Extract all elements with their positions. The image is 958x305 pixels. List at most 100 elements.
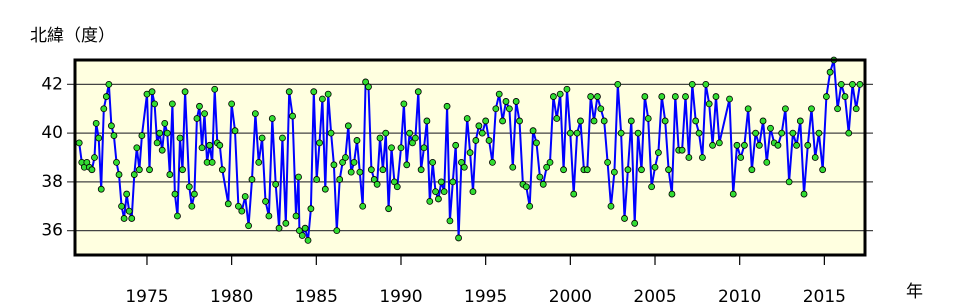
data-point (437, 178, 445, 186)
data-point (489, 158, 496, 166)
data-point (668, 190, 676, 198)
data-point (529, 127, 537, 135)
data-point (321, 185, 329, 193)
data-point (543, 163, 551, 171)
data-line (78, 59, 861, 241)
x-tick-label: 1980 (210, 287, 253, 305)
data-point (265, 212, 273, 220)
y-tick-label: 36 (41, 221, 63, 241)
data-point (146, 166, 153, 174)
data-point (275, 224, 283, 232)
x-tick-label: 2005 (633, 287, 676, 305)
data-point (849, 80, 856, 88)
data-point (179, 166, 186, 174)
data-point (353, 137, 361, 144)
data-point (566, 129, 574, 137)
data-point (654, 149, 662, 157)
data-point (285, 88, 293, 96)
data-point (789, 129, 797, 137)
data-point (614, 80, 622, 88)
data-point (778, 129, 786, 137)
data-point (755, 141, 763, 149)
data-point (733, 141, 741, 149)
data-point (793, 141, 800, 149)
data-point (400, 100, 408, 108)
data-point (138, 132, 146, 139)
data-point (105, 80, 113, 88)
data-point (533, 139, 540, 147)
data-point (403, 161, 411, 169)
data-point (624, 166, 632, 174)
data-point (420, 144, 428, 152)
data-point (841, 93, 849, 100)
data-point (800, 190, 808, 198)
data-point (379, 166, 387, 174)
data-point (113, 158, 120, 166)
data-point (811, 154, 819, 161)
data-point (741, 141, 748, 149)
data-point (350, 158, 358, 166)
data-point (171, 190, 179, 198)
data-point (231, 127, 239, 135)
data-point (539, 180, 547, 188)
data-point (133, 144, 141, 152)
data-point (597, 105, 605, 113)
y-tick-label: 38 (41, 172, 63, 192)
data-point (446, 217, 454, 225)
data-point (759, 117, 767, 125)
data-point (216, 141, 224, 149)
data-point (583, 166, 591, 174)
data-point (301, 224, 309, 232)
data-point (347, 168, 355, 176)
data-point (563, 85, 571, 93)
data-point (440, 188, 448, 196)
data-point (452, 141, 460, 149)
data-point (376, 134, 384, 142)
data-point (837, 80, 845, 88)
data-point (339, 158, 346, 166)
data-point (423, 117, 431, 125)
data-point (108, 122, 115, 130)
data-point (123, 190, 131, 198)
data-point (135, 166, 143, 174)
data-point (188, 202, 196, 210)
data-point (604, 158, 611, 166)
data-point (819, 166, 827, 174)
data-point (333, 227, 341, 235)
data-point (201, 110, 208, 118)
data-point (509, 163, 517, 171)
data-point (163, 129, 171, 137)
data-point (553, 115, 561, 122)
data-point (248, 176, 256, 183)
data-point (546, 158, 554, 166)
data-point (151, 100, 158, 108)
data-point (429, 158, 437, 166)
data-point (648, 183, 656, 191)
data-point (330, 161, 338, 169)
data-point (499, 117, 506, 125)
data-point (443, 102, 451, 110)
data-point (695, 129, 703, 137)
data-point (120, 215, 128, 222)
data-point (282, 219, 290, 227)
data-point (556, 90, 564, 98)
data-point (385, 205, 393, 213)
x-tick-label: 2015 (803, 287, 846, 305)
data-point (324, 90, 332, 98)
x-tick-label: 2000 (549, 287, 592, 305)
data-point (449, 178, 457, 186)
data-point (671, 93, 679, 100)
data-point (763, 158, 771, 166)
data-point (715, 139, 723, 147)
data-point (409, 139, 416, 147)
data-point (153, 139, 161, 147)
data-point (688, 80, 696, 88)
data-point (258, 134, 266, 142)
data-point (158, 146, 166, 154)
data-point (91, 154, 98, 161)
data-point (785, 178, 793, 186)
data-point (737, 154, 745, 161)
data-point (130, 171, 138, 178)
data-point (516, 117, 523, 125)
data-point (621, 215, 628, 222)
